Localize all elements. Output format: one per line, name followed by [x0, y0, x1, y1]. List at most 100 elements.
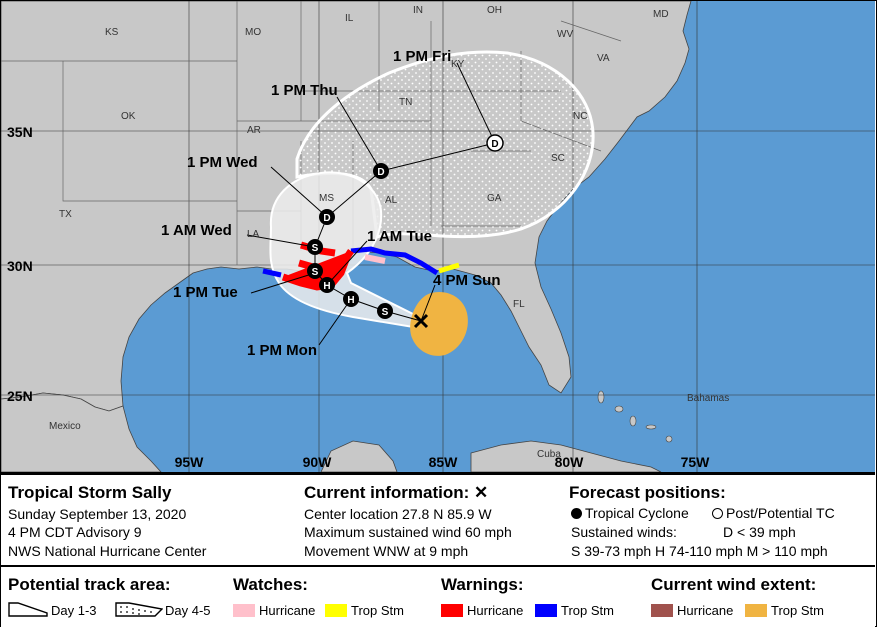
time-label: 1 AM Tue — [367, 228, 432, 245]
post-tc-icon — [712, 508, 723, 519]
state-label: KS — [105, 27, 119, 38]
state-label: TX — [59, 209, 72, 220]
forecast-positions-heading: Forecast positions: — [569, 483, 726, 502]
yucatan-landmass — [320, 440, 398, 472]
state-label: SC — [551, 153, 565, 164]
lat-label: 25N — [7, 388, 33, 404]
hurricane-watch-label: Hurricane — [259, 603, 316, 618]
forecast-point-tue-am: H — [319, 277, 335, 293]
lon-label: 80W — [555, 454, 585, 470]
time-label: 1 PM Tue — [173, 284, 238, 301]
lat-label: 30N — [7, 258, 33, 274]
trop-storm-wind-swatch — [745, 604, 767, 617]
wind-categories: S 39-73 mph H 74-110 mph M > 110 mph — [571, 543, 828, 559]
movement: Movement WNW at 9 mph — [304, 543, 469, 559]
state-label: OH — [487, 5, 502, 16]
state-label: IL — [345, 13, 354, 24]
storm-advisory: 4 PM CDT Advisory 9 — [8, 524, 142, 540]
hurricane-warning-label: Hurricane — [467, 603, 524, 618]
forecast-point-wed-am: S — [307, 239, 323, 255]
depression-label: D < 39 mph — [723, 524, 796, 540]
point-letter: H — [347, 295, 354, 306]
trop-storm-warning-coast — [262, 246, 439, 278]
trop-storm-watch-swatch — [325, 604, 347, 617]
lon-label: 85W — [429, 454, 459, 470]
forecast-point-thu: D — [373, 163, 389, 179]
forecast-point-tue-pm: S — [307, 263, 323, 279]
cuba-landmass — [470, 440, 662, 472]
bahamas-islands — [597, 390, 673, 443]
forecast-point-fri: D — [486, 134, 504, 152]
state-label: MS — [319, 193, 334, 204]
state-label: FL — [513, 299, 525, 310]
trop-storm-watch-coast — [438, 262, 460, 274]
state-label: IN — [413, 5, 423, 16]
state-label: MO — [245, 27, 261, 38]
longitude-labels: 95W 90W 85W 80W 75W — [175, 454, 711, 470]
point-letter: S — [312, 243, 319, 254]
sustained-winds-label: Sustained winds: — [571, 524, 677, 540]
trop-storm-watch-label: Trop Stm — [351, 603, 404, 618]
storm-name: Tropical Storm Sally — [8, 483, 172, 502]
lat-label: 35N — [7, 124, 33, 140]
lon-label: 95W — [175, 454, 205, 470]
state-label: TN — [399, 97, 412, 108]
issuing-center: NWS National Hurricane Center — [8, 543, 207, 559]
lon-label: 90W — [303, 454, 333, 470]
forecast-point-mon-am: S — [377, 303, 393, 319]
state-label: LA — [247, 229, 260, 240]
day-1-3-label: Day 1-3 — [51, 603, 97, 618]
trop-storm-wind-extent — [410, 291, 468, 356]
state-labels: KS MO IL IN OH WV VA MD KY OK AR TN NC S… — [59, 5, 669, 310]
hurricane-watch-coast — [364, 254, 386, 264]
hurricane-watch-swatch — [233, 604, 255, 617]
state-label: KY — [451, 59, 465, 70]
day-4-5-label: Day 4-5 — [165, 603, 211, 618]
state-label: WV — [557, 29, 573, 40]
forecast-point-wed-pm: D — [319, 209, 335, 225]
time-label: 4 PM Sun — [433, 272, 501, 289]
state-label: AR — [247, 125, 261, 136]
center-location: Center location 27.8 N 85.9 W — [304, 506, 492, 522]
max-wind: Maximum sustained wind 60 mph — [304, 524, 512, 540]
hurricane-warning-swatch — [441, 604, 463, 617]
info-panel: Tropical Storm Sally Sunday September 13… — [1, 472, 875, 628]
state-label: VA — [597, 53, 610, 64]
lon-label: 75W — [681, 454, 711, 470]
time-label: 1 PM Mon — [247, 342, 317, 359]
tropical-cyclone-label: Tropical Cyclone — [585, 505, 689, 521]
place-labels: Bahamas Mexico Cuba — [49, 393, 729, 460]
post-tc-label: Post/Potential TC — [726, 505, 835, 521]
day-4-5-swatch — [115, 602, 163, 617]
state-label: MD — [653, 9, 669, 20]
trop-storm-warning-label: Trop Stm — [561, 603, 614, 618]
legend-divider — [1, 565, 875, 567]
track-area-heading: Potential track area: — [8, 575, 171, 594]
latitude-labels: 35N 30N 25N — [7, 124, 33, 404]
place-label: Cuba — [537, 449, 561, 460]
place-label: Bahamas — [687, 393, 729, 404]
trop-storm-warning-swatch — [535, 604, 557, 617]
state-label: NC — [573, 111, 587, 122]
place-label: Mexico — [49, 421, 81, 432]
hurricane-wind-swatch — [651, 604, 673, 617]
point-letter: S — [312, 267, 319, 278]
point-letter: D — [323, 213, 330, 224]
point-letter: H — [323, 281, 330, 292]
forecast-map: D D D S S H H S 1 PM Fri 1 PM Thu 1 PM W… — [1, 1, 875, 472]
hurricane-wind-label: Hurricane — [677, 603, 734, 618]
lat-lon-grid — [1, 1, 875, 472]
state-label: OK — [121, 111, 136, 122]
forecast-time-labels: 1 PM Fri 1 PM Thu 1 PM Wed 1 AM Wed 1 AM… — [161, 48, 501, 359]
cone-day-4-5 — [295, 50, 595, 240]
state-label: AL — [385, 195, 398, 206]
trop-storm-wind-label: Trop Stm — [771, 603, 824, 618]
tropical-cyclone-icon — [571, 508, 582, 519]
time-label: 1 PM Fri — [393, 48, 451, 65]
label-leaders — [246, 62, 496, 346]
point-letter: D — [377, 167, 384, 178]
state-label: GA — [487, 193, 502, 204]
watches-heading: Watches: — [233, 575, 308, 594]
point-letter: S — [382, 307, 389, 318]
time-label: 1 PM Thu — [271, 82, 338, 99]
